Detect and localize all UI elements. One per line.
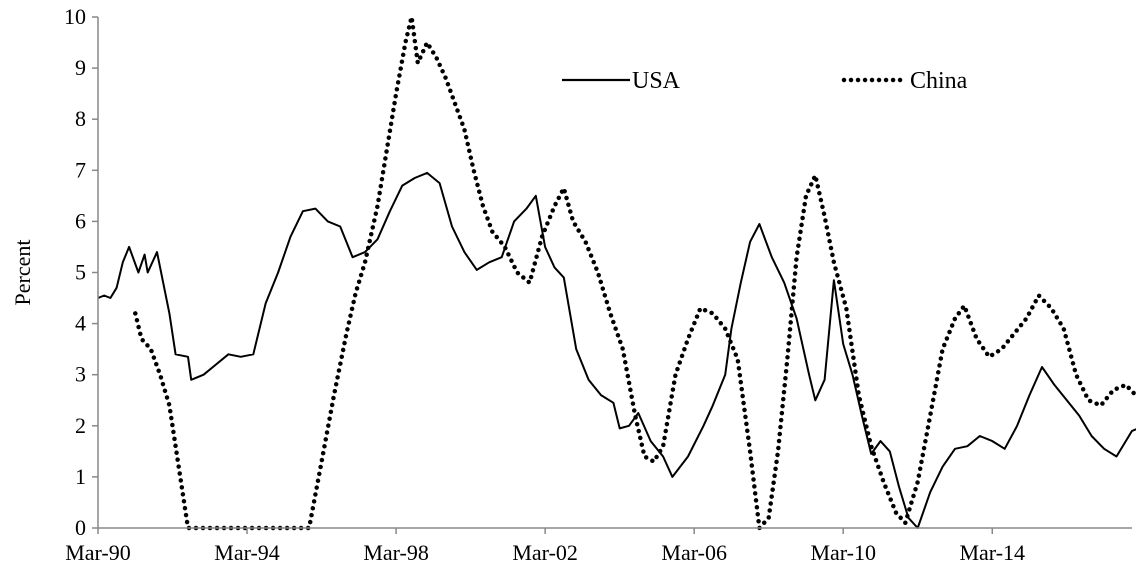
x-tick-label: Mar-98	[363, 540, 429, 565]
x-tick-label: Mar-02	[512, 540, 578, 565]
y-tick-label: 10	[64, 4, 86, 29]
legend-usa-label: USA	[632, 68, 681, 94]
x-tick-label: Mar-06	[661, 540, 727, 565]
y-tick-label: 7	[75, 157, 86, 182]
y-tick-label: 8	[75, 106, 86, 131]
y-tick-label: 3	[75, 362, 86, 387]
series-line-usa	[97, 171, 1136, 529]
plot-area	[97, 16, 1136, 534]
y-tick-label: 0	[75, 515, 86, 540]
legend-china-label: China	[910, 68, 968, 94]
axes	[97, 17, 1132, 529]
y-tick-label: 1	[75, 464, 86, 489]
x-tick-label: Mar-90	[65, 540, 131, 565]
y-tick-label: 9	[75, 55, 86, 80]
x-tick-label: Mar-10	[810, 540, 876, 565]
y-tick-label: 6	[75, 208, 86, 233]
series-line-china	[133, 16, 1136, 534]
tick-labels: 0 1 2 3 4 5 6 7 8 9 10 Mar-90 Mar-94 Mar-98 Mar-02 Mar-…	[64, 4, 1025, 565]
x-tick-label: Mar-14	[959, 540, 1025, 565]
y-tick-label: 2	[75, 413, 86, 438]
y-tick-label: 5	[75, 260, 86, 285]
y-tick-label: 4	[75, 311, 86, 336]
legend: USA China	[562, 68, 968, 94]
x-tick-label: Mar-94	[214, 540, 280, 565]
y-axis-title: Percent	[10, 240, 35, 306]
